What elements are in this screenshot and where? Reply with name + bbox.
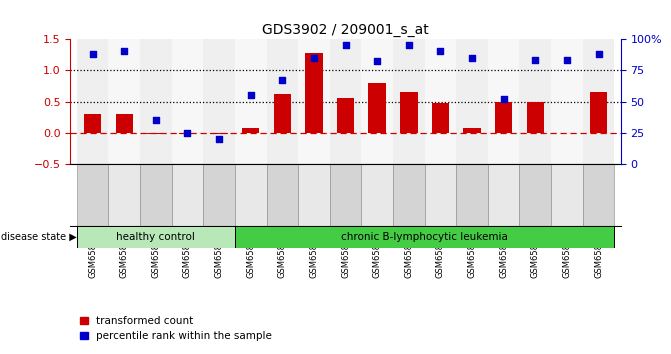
Bar <box>235 164 266 225</box>
Bar <box>582 39 615 164</box>
Bar <box>431 103 449 133</box>
Bar <box>242 128 260 133</box>
Text: disease state ▶: disease state ▶ <box>1 232 77 242</box>
Bar <box>76 39 109 164</box>
Bar <box>527 102 544 133</box>
Bar <box>590 92 607 133</box>
Bar <box>551 164 582 225</box>
Bar <box>337 98 354 133</box>
Bar <box>519 164 551 225</box>
Point <box>593 51 604 57</box>
Bar <box>425 39 456 164</box>
Bar <box>147 133 164 134</box>
Bar <box>456 39 488 164</box>
Bar <box>488 164 519 225</box>
Bar <box>400 92 417 133</box>
Text: healthy control: healthy control <box>116 232 195 242</box>
Point <box>182 130 193 136</box>
Point <box>150 118 161 123</box>
Point <box>403 42 414 48</box>
Point <box>277 78 288 83</box>
Title: GDS3902 / 209001_s_at: GDS3902 / 209001_s_at <box>262 23 429 36</box>
Bar <box>235 225 615 248</box>
Legend: transformed count, percentile rank within the sample: transformed count, percentile rank withi… <box>76 312 276 345</box>
Point <box>119 48 130 54</box>
Bar <box>362 39 393 164</box>
Bar <box>115 114 133 133</box>
Point <box>213 136 224 142</box>
Point <box>340 42 351 48</box>
Bar <box>266 39 298 164</box>
Point <box>467 55 478 61</box>
Bar <box>84 114 101 133</box>
Bar <box>329 39 362 164</box>
Bar <box>203 39 235 164</box>
Bar <box>235 39 266 164</box>
Bar <box>519 39 551 164</box>
Bar <box>266 164 298 225</box>
Bar <box>178 133 196 134</box>
Bar <box>76 164 109 225</box>
Bar <box>140 164 172 225</box>
Bar <box>368 83 386 133</box>
Bar <box>425 164 456 225</box>
Bar <box>109 164 140 225</box>
Bar <box>76 225 235 248</box>
Bar <box>393 164 425 225</box>
Bar <box>274 94 291 133</box>
Point <box>246 92 256 98</box>
Bar <box>582 164 615 225</box>
Bar <box>211 133 227 134</box>
Bar <box>456 164 488 225</box>
Point <box>435 48 446 54</box>
Point <box>499 96 509 102</box>
Point <box>372 59 382 64</box>
Bar <box>298 39 329 164</box>
Point <box>562 57 572 63</box>
Bar <box>329 164 362 225</box>
Bar <box>551 39 582 164</box>
Bar <box>172 39 203 164</box>
Point <box>530 57 541 63</box>
Bar <box>109 39 140 164</box>
Bar <box>464 128 480 133</box>
Bar <box>305 53 323 133</box>
Text: chronic B-lymphocytic leukemia: chronic B-lymphocytic leukemia <box>341 232 508 242</box>
Bar <box>393 39 425 164</box>
Bar <box>140 39 172 164</box>
Point <box>87 51 98 57</box>
Bar <box>362 164 393 225</box>
Bar <box>172 164 203 225</box>
Bar <box>488 39 519 164</box>
Point <box>309 55 319 61</box>
Bar <box>203 164 235 225</box>
Bar <box>298 164 329 225</box>
Bar <box>495 102 513 133</box>
